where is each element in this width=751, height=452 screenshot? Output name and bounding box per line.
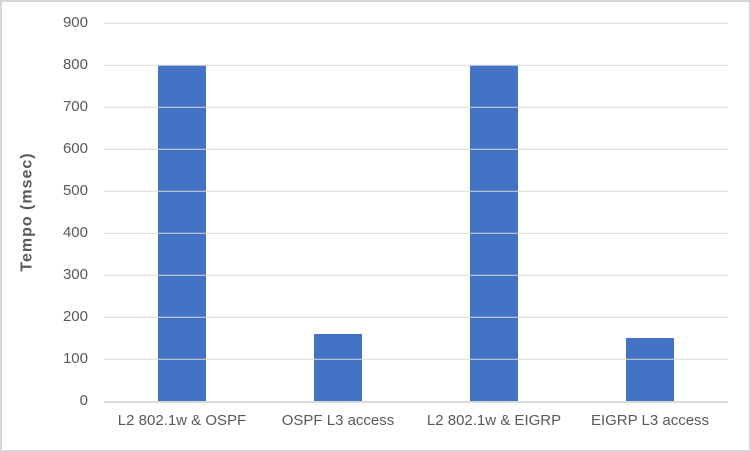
category-label-l2-802-1w-eigrp: L2 802.1w & EIGRP — [426, 412, 562, 429]
y-axis-tick-label: 400 — [62, 224, 88, 241]
plot-area — [104, 22, 728, 403]
bar-slot-eigrp-l3-access — [572, 23, 728, 401]
gridline — [104, 148, 728, 150]
category-label-eigrp-l3-access: EIGRP L3 access — [590, 412, 710, 429]
bar-eigrp-l3-access — [625, 338, 675, 401]
gridline — [104, 64, 728, 66]
gridline — [104, 106, 728, 108]
bar-slot-l2-802-1w-ospf — [104, 23, 260, 401]
y-axis-tick-label: 600 — [62, 140, 88, 157]
bar-slot-l2-802-1w-eigrp — [416, 23, 572, 401]
y-axis-tick-label: 200 — [62, 308, 88, 325]
y-axis-tick-label: 700 — [62, 98, 88, 115]
y-axis-tick-label: 0 — [79, 392, 88, 409]
y-axis-tick-label: 800 — [62, 56, 88, 73]
category-label-l2-802-1w-ospf: L2 802.1w & OSPF — [117, 412, 247, 429]
gridline — [104, 358, 728, 360]
y-axis-title: Tempo (msec) — [19, 152, 36, 272]
x-axis-category-labels: L2 802.1w & OSPF OSPF L3 access L2 802.1w … — [104, 409, 728, 433]
gridline — [104, 274, 728, 276]
y-axis-tick-label: 500 — [62, 182, 88, 199]
bars-container — [104, 23, 728, 401]
y-axis-tick-label: 300 — [62, 266, 88, 283]
category-label-ospf-l3-access: OSPF L3 access — [281, 412, 395, 429]
y-axis-tick-label: 100 — [62, 350, 88, 367]
bar-ospf-l3-access — [313, 333, 363, 401]
y-axis-title-container: Tempo (msec) — [6, 23, 50, 401]
gridline — [104, 190, 728, 192]
gridline — [104, 22, 728, 24]
gridline — [104, 316, 728, 318]
bar-slot-ospf-l3-access — [260, 23, 416, 401]
y-axis-tick-label: 900 — [62, 14, 88, 31]
gridline — [104, 232, 728, 234]
